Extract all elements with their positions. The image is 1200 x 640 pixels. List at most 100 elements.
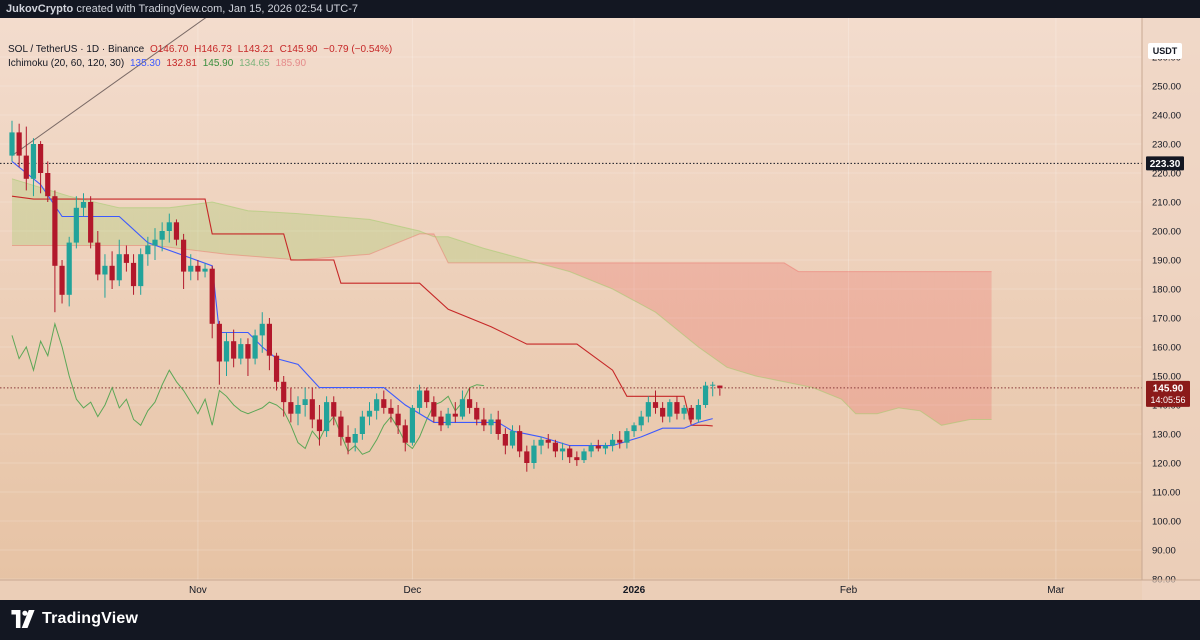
attribution-bar: JukovCrypto created with TradingView.com… [0,0,1200,18]
cloud-segment [755,262,763,378]
cloud-segment [498,252,506,263]
change-value: −0.79 (−0.54%) [323,44,393,55]
tradingview-logo[interactable]: TradingView [10,610,138,628]
price-tick-label: 200.00 [1152,227,1181,238]
cloud-segment [19,180,27,246]
candle-body [624,431,630,443]
cloud-segment [398,226,406,243]
candle-body [95,242,101,275]
candle [245,338,251,376]
footer: TradingView [0,600,1200,640]
candle-body [273,355,280,382]
candle-body [431,402,437,417]
candle-body [660,407,666,417]
cloud-segment [920,271,928,416]
candle-body [652,402,659,408]
candle [273,352,280,391]
price-tick-label: 240.00 [1152,111,1181,122]
candle [502,428,508,455]
candle-body [109,265,115,281]
cloud-segment [648,262,656,313]
cloud-segment [62,194,70,246]
candle [388,399,394,423]
cloud-segment [119,207,127,246]
candle [688,405,694,423]
cloud-segment [140,207,148,246]
candle-body [152,239,158,246]
span-b-value: 185.90 [275,58,307,69]
price-tick-label: 90.00 [1152,546,1176,557]
candle-body [524,451,530,463]
candle-body [116,254,122,281]
cloud-segment [476,246,484,263]
cloud-segment [769,262,778,381]
base-line [11,195,713,427]
candle-body [717,385,723,388]
candle [467,387,473,414]
candle [517,425,523,458]
candle [509,425,516,449]
cloud-segment [891,271,899,410]
candle [166,213,172,243]
cloud-segment [877,271,885,414]
cloud-segment [955,271,963,423]
tradingview-logo-icon [11,610,35,628]
candle-body [552,442,558,452]
cloud-segment [691,262,699,347]
candle-body [702,385,709,405]
candle [652,390,659,414]
candle [316,405,323,446]
candle-body [130,262,137,287]
candle-body [488,419,494,426]
cloud-segment [183,204,191,250]
candle-body [295,405,301,414]
cloud-segment [226,205,234,255]
candle-body [88,202,94,243]
indicator-name: Ichimoku (20, 60, 120, 30) [8,58,125,69]
cloud-segment [734,262,742,372]
time-tick-label: Nov [189,585,207,596]
currency-unit-button[interactable]: USDT [1148,43,1182,59]
candle [109,251,115,289]
price-chart[interactable]: 80.0090.00100.00110.00120.00130.00140.00… [0,18,1200,600]
cloud-segment [898,271,906,409]
candle [338,410,344,446]
cloud-segment [598,262,606,287]
candle [116,239,122,287]
candle-body [459,399,466,417]
cloud-segment [941,271,949,426]
candle-body [667,402,673,417]
candle [73,196,79,249]
candle [602,442,609,455]
cloud-segment [412,229,420,237]
candle [159,222,165,252]
chart-background [0,18,1200,600]
cloud-segment [462,241,470,263]
candle-body [445,413,451,426]
candle [231,329,237,368]
cloud-segment [112,206,120,246]
candle-body [595,445,601,449]
cloud-segment [662,262,670,324]
candle [195,260,201,281]
candle [531,439,537,469]
price-tick-label: 230.00 [1152,140,1181,151]
base-value: 132.81 [166,58,197,69]
candle-body [588,445,594,452]
candle [416,384,423,414]
cloud-segment [405,227,413,240]
cloud-segment [548,262,556,268]
candle [581,448,587,463]
candle [438,410,444,432]
candle [660,402,666,423]
candle [188,254,194,281]
time-tick-label: Mar [1047,585,1065,596]
candle [702,381,709,408]
candle [667,399,673,423]
candle [431,396,437,423]
candle-body [324,402,330,432]
chart-panel[interactable]: 80.0090.00100.00110.00120.00130.00140.00… [0,18,1200,600]
cloud-segment [927,271,935,421]
candle [559,442,566,461]
cloud-segment [684,262,692,342]
